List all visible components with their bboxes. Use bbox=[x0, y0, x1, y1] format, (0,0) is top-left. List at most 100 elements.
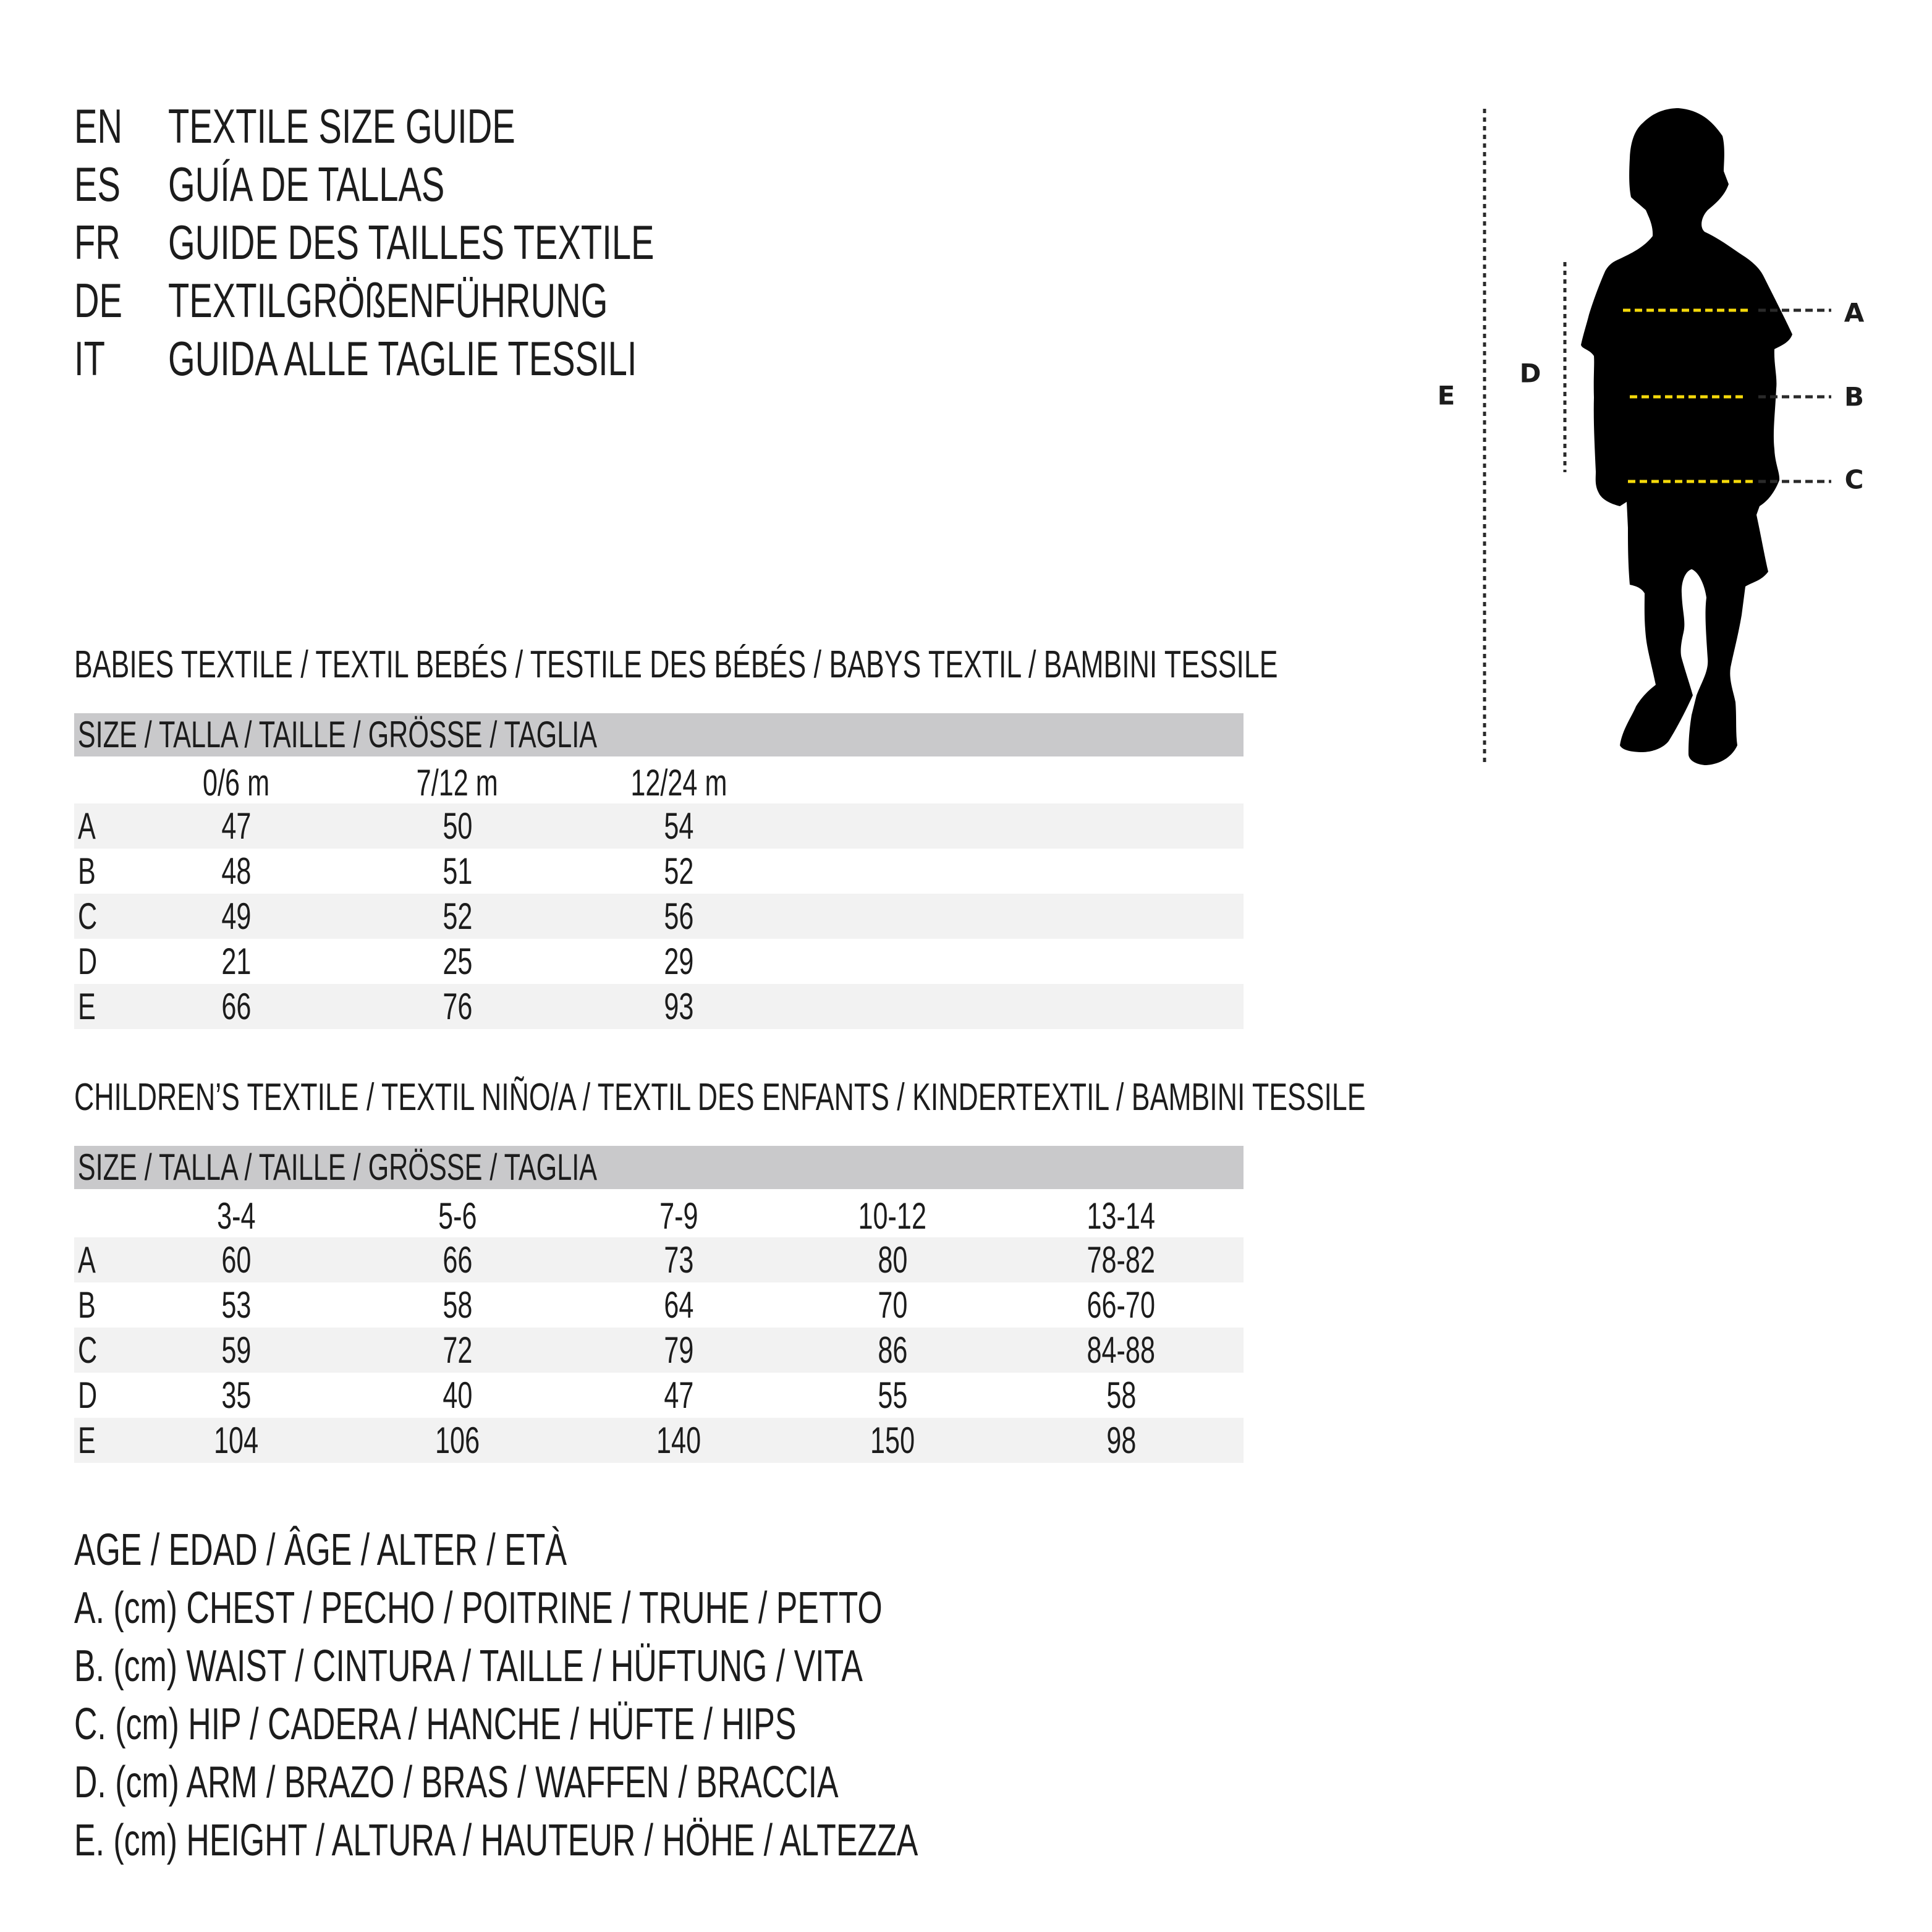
table-row: E 66 76 93 bbox=[74, 984, 1244, 1029]
row-label: A bbox=[78, 803, 103, 849]
heading-text: CHILDREN’S TEXTILE / TEXTIL NIÑO/A / TEX… bbox=[74, 1076, 1366, 1119]
row-label-text: E bbox=[78, 986, 96, 1027]
table-cell: 52 bbox=[365, 894, 550, 939]
column-header-text: 5-6 bbox=[438, 1195, 477, 1237]
table-cell: 98 bbox=[1028, 1418, 1214, 1463]
table-cell: 72 bbox=[365, 1328, 550, 1373]
table-cell: 54 bbox=[586, 803, 771, 849]
column-header-text: 0/6 m bbox=[202, 762, 270, 803]
table-row: A 47 50 54 bbox=[74, 803, 1244, 849]
table-row: C 49 52 56 bbox=[74, 894, 1244, 939]
table-cell: 104 bbox=[143, 1418, 329, 1463]
guide-title: GUIDA ALLE TAGLIE TESSILI bbox=[168, 329, 820, 388]
cell-value: 55 bbox=[877, 1375, 908, 1416]
row-label-text: C bbox=[78, 1329, 98, 1371]
guide-title: GUIDE DES TAILLES TEXTILE bbox=[168, 213, 843, 271]
table-row: A 60 66 73 80 78-82 bbox=[74, 1237, 1244, 1282]
table-cell: 52 bbox=[586, 849, 771, 894]
row-label: E bbox=[78, 984, 103, 1029]
cell-value: 40 bbox=[442, 1375, 473, 1416]
row-label-text: B bbox=[78, 850, 96, 892]
row-label: B bbox=[78, 849, 103, 894]
column-header-text: 3-4 bbox=[216, 1195, 256, 1237]
guide-title: GUÍA DE TALLAS bbox=[168, 155, 552, 213]
table-cell: 66 bbox=[143, 984, 329, 1029]
row-label: D bbox=[78, 1373, 104, 1418]
column-header-text: 7/12 m bbox=[416, 762, 499, 803]
table-row: D 21 25 29 bbox=[74, 939, 1244, 984]
table-cell: 50 bbox=[365, 803, 550, 849]
table-cell: 70 bbox=[800, 1282, 985, 1328]
column-header-text: 13-14 bbox=[1087, 1195, 1156, 1237]
cell-value: 48 bbox=[221, 850, 252, 892]
cell-value: 106 bbox=[434, 1420, 480, 1461]
table-cell: 48 bbox=[143, 849, 329, 894]
column-header: 13-14 bbox=[1028, 1193, 1214, 1239]
row-label: A bbox=[78, 1237, 103, 1282]
table-cell: 49 bbox=[143, 894, 329, 939]
row-label: B bbox=[78, 1282, 103, 1328]
legend-text: A. (cm) CHEST / PECHO / POITRINE / TRUHE… bbox=[74, 1583, 883, 1633]
cell-value: 73 bbox=[663, 1239, 694, 1281]
legend-text: E. (cm) HEIGHT / ALTURA / HAUTEUR / HÖHE… bbox=[74, 1816, 918, 1865]
table-cell: 93 bbox=[586, 984, 771, 1029]
language-code: IT bbox=[74, 329, 117, 388]
row-label-text: D bbox=[78, 941, 98, 982]
table-cell: 73 bbox=[586, 1237, 771, 1282]
language-code: DE bbox=[74, 271, 141, 329]
language-code: FR bbox=[74, 213, 138, 271]
table-cell: 86 bbox=[800, 1328, 985, 1373]
figure-label-c: C bbox=[1844, 464, 1864, 495]
cell-value: 84-88 bbox=[1087, 1329, 1156, 1371]
legend-line: E. (cm) HEIGHT / ALTURA / HAUTEUR / HÖHE… bbox=[74, 1811, 1246, 1870]
legend-text: D. (cm) ARM / BRAZO / BRAS / WAFFEN / BR… bbox=[74, 1758, 839, 1807]
legend-text: C. (cm) HIP / CADERA / HANCHE / HÜFTE / … bbox=[74, 1700, 797, 1749]
cell-value: 66-70 bbox=[1087, 1284, 1156, 1326]
legend-line: C. (cm) HIP / CADERA / HANCHE / HÜFTE / … bbox=[74, 1695, 1077, 1753]
table-cell: 140 bbox=[586, 1418, 771, 1463]
row-label-text: C bbox=[78, 896, 98, 937]
language-code-text: IT bbox=[74, 331, 105, 386]
cell-value: 80 bbox=[877, 1239, 908, 1281]
cell-value: 53 bbox=[221, 1284, 252, 1326]
cell-value: 79 bbox=[663, 1329, 694, 1371]
row-label: C bbox=[78, 894, 104, 939]
table-cell: 106 bbox=[365, 1418, 550, 1463]
table-row: E 104 106 140 150 98 bbox=[74, 1418, 1244, 1463]
table-cell: 51 bbox=[365, 849, 550, 894]
cell-value: 58 bbox=[442, 1284, 473, 1326]
cell-value: 49 bbox=[221, 896, 252, 937]
table-cell: 66 bbox=[365, 1237, 550, 1282]
figure-label-b: B bbox=[1844, 381, 1865, 412]
table-cell: 79 bbox=[586, 1328, 771, 1373]
column-header-text: 10-12 bbox=[858, 1195, 927, 1237]
table-cell: 80 bbox=[800, 1237, 985, 1282]
cell-value: 72 bbox=[442, 1329, 473, 1371]
cell-value: 52 bbox=[442, 896, 473, 937]
heading-text: BABIES TEXTILE / TEXTIL BEBÉS / TESTILE … bbox=[74, 643, 1278, 686]
cell-value: 47 bbox=[221, 805, 252, 847]
cell-value: 60 bbox=[221, 1239, 252, 1281]
legend-text: B. (cm) WAIST / CINTURA / TAILLE / HÜFTU… bbox=[74, 1642, 863, 1691]
table-cell: 78-82 bbox=[1028, 1237, 1214, 1282]
column-header: 12/24 m bbox=[586, 760, 771, 805]
cell-value: 66 bbox=[442, 1239, 473, 1281]
cell-value: 78-82 bbox=[1087, 1239, 1156, 1281]
language-code-text: ES bbox=[74, 157, 121, 211]
children-section-heading: CHILDREN’S TEXTILE / TEXTIL NIÑO/A / TEX… bbox=[74, 1076, 1868, 1119]
language-code-text: DE bbox=[74, 273, 123, 328]
legend-line: AGE / EDAD / ÂGE / ALTER / ETÀ bbox=[74, 1521, 758, 1579]
cell-value: 98 bbox=[1106, 1420, 1137, 1461]
cell-value: 56 bbox=[663, 896, 694, 937]
cell-value: 76 bbox=[442, 986, 473, 1027]
cell-value: 86 bbox=[877, 1329, 908, 1371]
cell-value: 51 bbox=[442, 850, 473, 892]
column-header-text: 7-9 bbox=[659, 1195, 698, 1237]
row-label: E bbox=[78, 1418, 103, 1463]
row-label-text: A bbox=[78, 805, 96, 847]
row-label: D bbox=[78, 939, 104, 984]
table-row: B 48 51 52 bbox=[74, 849, 1244, 894]
cell-value: 47 bbox=[663, 1375, 694, 1416]
guide-title-text: TEXTILE SIZE GUIDE bbox=[168, 99, 515, 153]
cell-value: 70 bbox=[877, 1284, 908, 1326]
